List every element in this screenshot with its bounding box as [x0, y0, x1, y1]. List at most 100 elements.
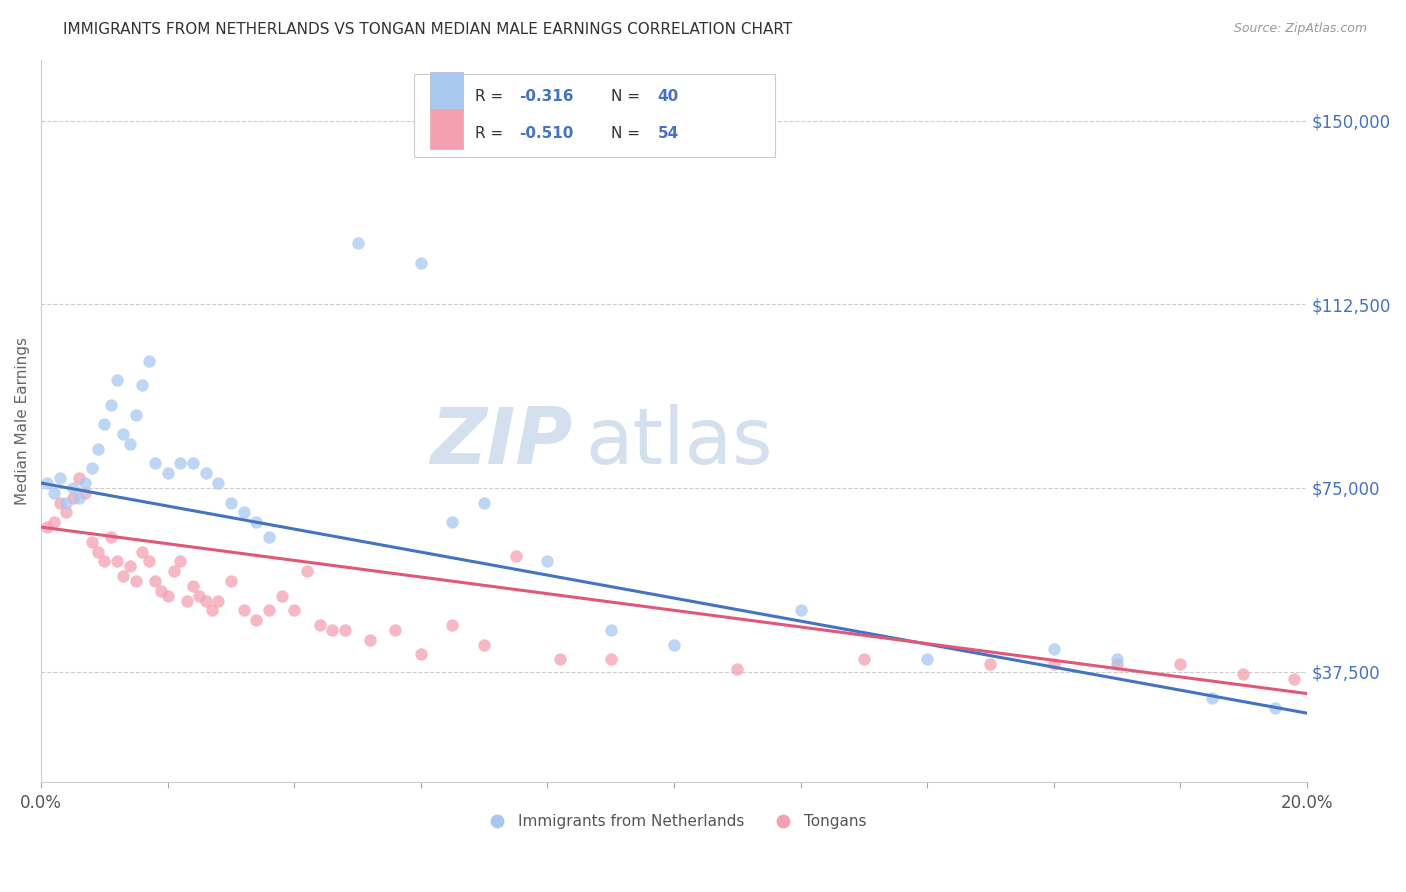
Point: [1232, 667, 1254, 681]
Point: [219, 574, 242, 588]
FancyBboxPatch shape: [430, 109, 463, 149]
Point: [1264, 701, 1286, 715]
Point: [1105, 652, 1128, 666]
Text: 40: 40: [658, 89, 679, 104]
Point: [67, 471, 90, 485]
Text: -0.316: -0.316: [520, 89, 574, 104]
Point: [37, 476, 59, 491]
Point: [188, 589, 211, 603]
Point: [118, 559, 141, 574]
Point: [472, 638, 495, 652]
Point: [270, 589, 292, 603]
Point: [62, 481, 84, 495]
Point: [112, 427, 135, 442]
Point: [333, 623, 356, 637]
Point: [536, 554, 558, 568]
Text: IMMIGRANTS FROM NETHERLANDS VS TONGAN MEDIAN MALE EARNINGS CORRELATION CHART: IMMIGRANTS FROM NETHERLANDS VS TONGAN ME…: [63, 22, 793, 37]
Point: [245, 515, 267, 529]
Point: [181, 457, 204, 471]
Point: [181, 579, 204, 593]
Point: [346, 236, 368, 251]
Point: [257, 530, 280, 544]
Point: [118, 437, 141, 451]
Point: [359, 632, 381, 647]
Point: [409, 256, 432, 270]
Point: [321, 623, 343, 637]
Point: [67, 491, 90, 505]
Point: [138, 353, 160, 368]
Point: [75, 476, 97, 491]
Point: [201, 603, 224, 617]
Point: [257, 603, 280, 617]
Text: atlas: atlas: [585, 404, 773, 480]
Point: [1105, 657, 1128, 672]
Point: [80, 534, 103, 549]
Point: [49, 471, 72, 485]
Point: [441, 515, 464, 529]
Point: [219, 495, 242, 509]
Point: [1201, 691, 1223, 706]
Text: -0.510: -0.510: [520, 127, 574, 141]
Point: [105, 373, 128, 387]
Point: [75, 486, 97, 500]
Point: [131, 544, 153, 558]
Text: R =: R =: [475, 89, 509, 104]
Point: [1282, 672, 1305, 686]
Point: [112, 569, 135, 583]
Point: [662, 638, 685, 652]
Point: [87, 442, 110, 456]
Point: [979, 657, 1001, 672]
Point: [852, 652, 875, 666]
Point: [207, 593, 229, 607]
Point: [207, 476, 229, 491]
FancyBboxPatch shape: [430, 71, 463, 112]
Point: [169, 457, 191, 471]
Point: [232, 505, 254, 519]
Point: [125, 408, 148, 422]
Point: [80, 461, 103, 475]
Point: [789, 603, 811, 617]
Text: Source: ZipAtlas.com: Source: ZipAtlas.com: [1233, 22, 1367, 36]
Point: [245, 613, 267, 627]
Point: [156, 467, 179, 481]
Text: R =: R =: [475, 127, 509, 141]
Point: [93, 554, 115, 568]
Point: [1042, 642, 1064, 657]
Point: [87, 544, 110, 558]
Point: [232, 603, 254, 617]
Point: [143, 574, 166, 588]
Point: [163, 564, 186, 578]
Point: [100, 398, 122, 412]
Point: [105, 554, 128, 568]
Point: [441, 618, 464, 632]
Point: [599, 652, 621, 666]
Point: [143, 457, 166, 471]
Text: ZIP: ZIP: [430, 404, 572, 480]
Point: [49, 495, 72, 509]
Point: [42, 486, 65, 500]
Point: [93, 417, 115, 432]
Point: [100, 530, 122, 544]
Point: [138, 554, 160, 568]
Text: N =: N =: [610, 127, 644, 141]
Point: [194, 467, 217, 481]
Point: [156, 589, 179, 603]
Point: [62, 491, 84, 505]
Point: [176, 593, 198, 607]
Point: [308, 618, 330, 632]
Point: [1042, 657, 1064, 672]
Point: [125, 574, 148, 588]
Point: [505, 549, 527, 564]
Point: [169, 554, 191, 568]
Point: [725, 662, 748, 676]
Point: [915, 652, 938, 666]
Point: [1168, 657, 1191, 672]
Legend: Immigrants from Netherlands, Tongans: Immigrants from Netherlands, Tongans: [475, 808, 873, 836]
Point: [131, 378, 153, 392]
Point: [599, 623, 621, 637]
FancyBboxPatch shape: [415, 74, 775, 157]
Point: [55, 495, 77, 509]
Text: 54: 54: [658, 127, 679, 141]
Point: [472, 495, 495, 509]
Point: [283, 603, 305, 617]
